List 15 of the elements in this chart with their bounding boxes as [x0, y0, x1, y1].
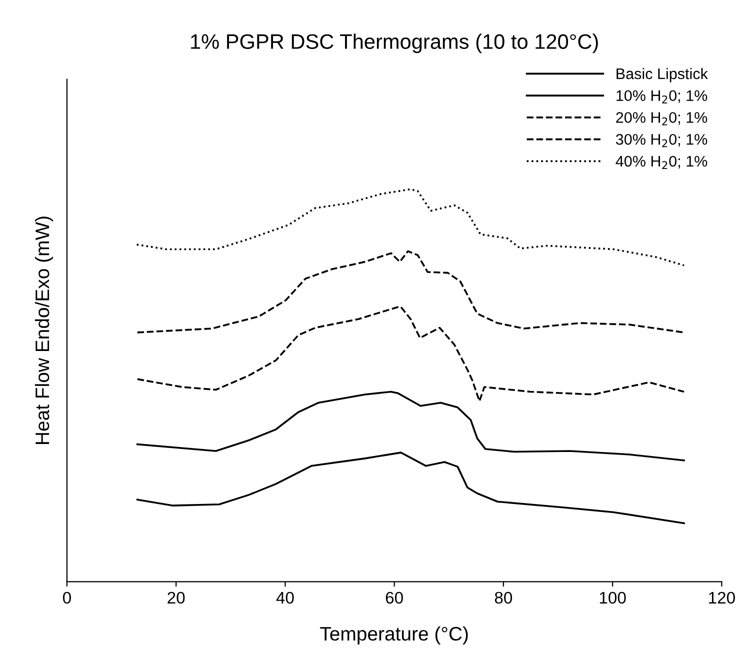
x-tick-label: 20 [168, 592, 185, 604]
x-axis-title: Temperature (°C) [320, 626, 468, 645]
x-tick-label: 40 [276, 592, 294, 604]
legend-label: 40% H$_{2}$0; 1% [616, 156, 708, 170]
chart-title: 1% PGPR DSC Thermograms (10 to 120°C) [191, 34, 598, 54]
legend-label: Basic Lipstick [616, 68, 708, 82]
legend-label: 10% H$_{2}$0; 1% [616, 90, 708, 104]
x-tick-label: 120 [709, 592, 735, 604]
x-tick-label: 100 [600, 592, 626, 604]
x-tick-label: 0 [62, 592, 71, 604]
legend-label: 30% H$_{2}$0; 1% [616, 134, 708, 148]
legend-label: 20% H$_{2}$0; 1% [616, 112, 708, 126]
y-axis-title: Heat Flow Endo/Exo (mW) [34, 216, 54, 444]
x-tick-label: 80 [494, 592, 512, 604]
x-tick-label: 60 [386, 592, 403, 604]
